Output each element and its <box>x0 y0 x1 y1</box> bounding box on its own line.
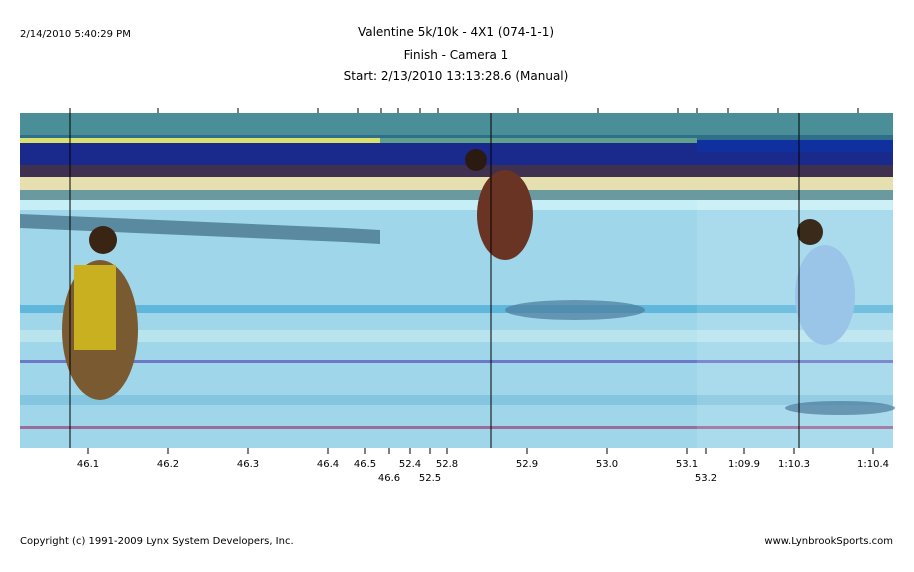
copyright: Copyright (c) 1991-2009 Lynx System Deve… <box>20 536 294 547</box>
tick-label: 1:10.3 <box>778 459 810 470</box>
subtitle: Finish - Camera 1 <box>404 48 509 62</box>
tick-label: 46.5 <box>354 459 376 470</box>
tick-label: 46.2 <box>157 459 179 470</box>
start-time: Start: 2/13/2010 13:13:28.6 (Manual) <box>344 69 569 83</box>
tick-label: 52.5 <box>419 473 441 484</box>
tick-label: 1:09.9 <box>728 459 760 470</box>
tick-label: 52.4 <box>399 459 421 470</box>
tick-label: 46.3 <box>237 459 259 470</box>
tick-label: 52.8 <box>436 459 458 470</box>
tick-label: 46.1 <box>77 459 99 470</box>
title: Valentine 5k/10k - 4X1 (074-1-1) <box>358 25 554 39</box>
timeline: 46.1 46.2 46.3 46.4 46.546.6 52.4 52.5 52.8 52.9… <box>69 108 889 484</box>
timestamp: 2/14/2010 5:40:29 PM <box>20 29 131 40</box>
tick-label: 53.0 <box>596 459 618 470</box>
website: www.LynbrookSports.com <box>764 536 893 547</box>
tick-label: 53.2 <box>695 473 717 484</box>
tick-label: 53.1 <box>676 459 698 470</box>
tick-label: 1:10.4 <box>857 459 889 470</box>
finish-image <box>20 113 895 448</box>
tick-label: 46.6 <box>378 473 400 484</box>
tick-label: 52.9 <box>516 459 538 470</box>
tick-label: 46.4 <box>317 459 339 470</box>
